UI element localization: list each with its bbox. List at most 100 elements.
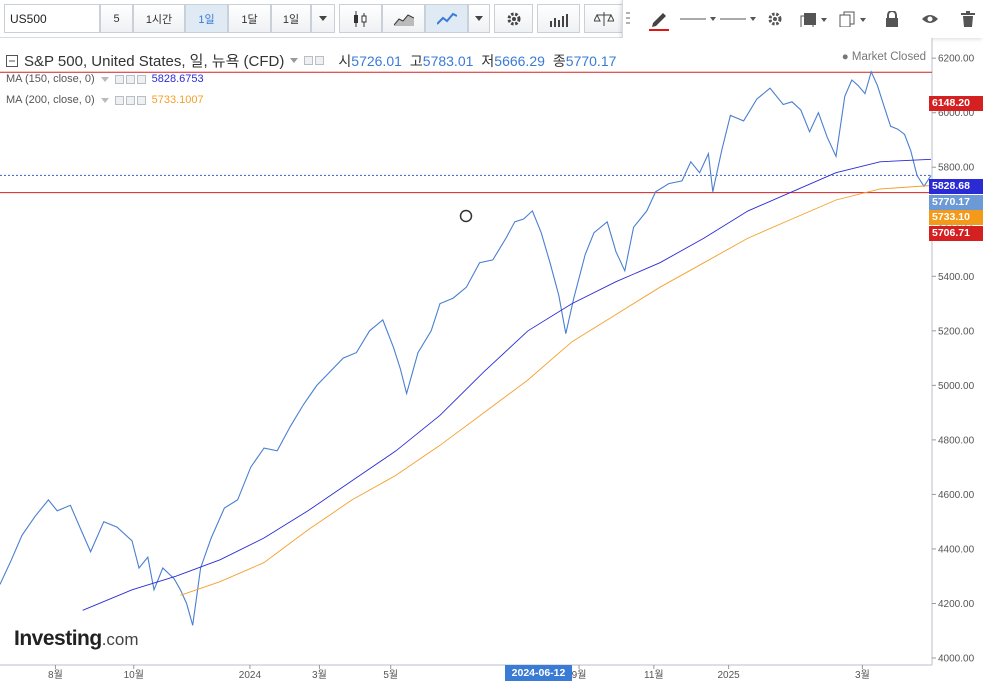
ma150-line bbox=[82, 158, 932, 611]
plot-area bbox=[0, 38, 932, 665]
interval-dropdown-button[interactable] bbox=[311, 4, 335, 33]
price-tag-value: 5770.17 bbox=[932, 196, 970, 208]
chevron-down-icon bbox=[319, 16, 327, 21]
instrument-title: S&P 500, United States, 일, 뉴욕 (CFD) bbox=[24, 53, 285, 70]
open-value: 5726.01 bbox=[351, 52, 402, 69]
x-tick-label: 2025 bbox=[718, 670, 741, 681]
interval-button-1h[interactable]: 1시간 bbox=[133, 4, 185, 33]
y-tick-label: 4600.00 bbox=[938, 490, 975, 501]
legend-controls[interactable] bbox=[304, 56, 325, 65]
drawing-settings-button[interactable] bbox=[762, 6, 788, 32]
crosshair-date: 2024-06-12 bbox=[511, 667, 566, 679]
x-tick-label: 2024 bbox=[239, 670, 262, 681]
interval-button-1w[interactable]: 1일 bbox=[271, 4, 311, 33]
delete-button[interactable] bbox=[955, 6, 981, 32]
interval-label: 1시간 bbox=[145, 13, 173, 26]
price-tag-resistance: 6148.20 bbox=[929, 96, 983, 111]
chevron-down-icon[interactable] bbox=[100, 97, 109, 103]
y-tick-label: 4400.00 bbox=[938, 544, 975, 555]
x-tick-label: 3월 bbox=[855, 669, 870, 681]
y-tick-label: 4200.00 bbox=[938, 599, 975, 610]
y-tick-label: 5200.00 bbox=[938, 326, 975, 337]
settings-button[interactable] bbox=[494, 4, 533, 33]
ma150-legend: MA (150, close, 0) 5828.6753 bbox=[6, 73, 204, 85]
interval-label: 1일 bbox=[282, 13, 300, 26]
symbol-search-input[interactable] bbox=[4, 4, 100, 33]
lock-icon bbox=[886, 11, 898, 27]
investing-logo: Investing.com bbox=[14, 627, 139, 651]
y-tick-label: 6200.00 bbox=[938, 54, 975, 65]
line-style-button[interactable] bbox=[679, 6, 717, 32]
pencil-icon bbox=[649, 13, 669, 31]
series-lines bbox=[0, 70, 932, 626]
chevron-down-icon[interactable] bbox=[100, 76, 109, 82]
price-tag-value: 5706.71 bbox=[932, 227, 970, 239]
price-chart[interactable]: 4000.00 4200.00 4400.00 4600.00 4800.00 5000.… bbox=[0, 38, 983, 681]
scale-icon bbox=[594, 11, 614, 26]
y-tick-label: 4000.00 bbox=[938, 654, 975, 665]
line-width-icon bbox=[720, 17, 756, 21]
ma200-value: 5733.1007 bbox=[151, 94, 204, 106]
logo-suffix: .com bbox=[101, 630, 139, 649]
logo-brand: Investing bbox=[14, 627, 102, 650]
market-status: ● Market Closed bbox=[841, 51, 926, 63]
gear-icon bbox=[768, 12, 782, 26]
area-chart-button[interactable] bbox=[382, 4, 425, 33]
drawing-toolbar bbox=[622, 0, 983, 38]
close-label: 종 bbox=[552, 52, 566, 69]
copy-icon bbox=[839, 11, 866, 27]
x-tick-label: 3월 bbox=[312, 669, 327, 681]
interval-button-1m[interactable]: 1달 bbox=[228, 4, 271, 33]
line-anchor-handle[interactable] bbox=[459, 209, 473, 223]
area-chart-icon bbox=[393, 13, 414, 26]
price-tag-support: 5706.71 bbox=[929, 226, 983, 241]
chevron-down-icon bbox=[475, 16, 483, 21]
ma150-controls[interactable] bbox=[114, 74, 146, 84]
close-value: 5770.17 bbox=[565, 52, 617, 69]
lock-button[interactable] bbox=[879, 6, 905, 32]
line-style-icon bbox=[680, 17, 716, 21]
copy-button[interactable] bbox=[837, 6, 869, 32]
chevron-down-icon[interactable] bbox=[290, 58, 299, 63]
market-status-text: Market Closed bbox=[851, 51, 926, 63]
toolbar: 5 1시간 1일 1달 1일 bbox=[0, 0, 983, 38]
x-tick-label: 8월 bbox=[48, 669, 63, 681]
price-tag-ma200: 5733.10 bbox=[929, 210, 983, 225]
fill-button[interactable] bbox=[798, 6, 830, 32]
visibility-button[interactable] bbox=[916, 6, 944, 32]
trash-icon bbox=[961, 11, 975, 27]
x-tick-label: 10월 bbox=[124, 669, 144, 681]
price-tag-value: 6148.20 bbox=[932, 97, 970, 109]
line-width-button[interactable] bbox=[719, 6, 757, 32]
x-axis: 8월 10월 2024 3월 5월 9월 11월 2025 3월 bbox=[0, 664, 932, 681]
chart-type-dropdown-button[interactable] bbox=[468, 4, 490, 33]
ma150-label: MA (150, close, 0) bbox=[6, 73, 95, 85]
x-tick-label: 11월 bbox=[644, 669, 664, 681]
ma200-label: MA (200, close, 0) bbox=[6, 94, 95, 106]
ma200-line bbox=[180, 185, 932, 596]
low-value: 5666.29 bbox=[494, 52, 545, 69]
pencil-button[interactable] bbox=[643, 6, 675, 32]
interval-label: 1달 bbox=[241, 13, 258, 26]
gear-icon bbox=[507, 12, 520, 25]
compare-button[interactable] bbox=[584, 4, 624, 33]
interval-button-5[interactable]: 5 bbox=[100, 4, 133, 33]
interval-button-1d[interactable]: 1일 bbox=[185, 4, 228, 33]
x-tick-label: 9월 bbox=[572, 669, 587, 681]
x-tick-label: 5월 bbox=[383, 669, 398, 681]
price-series-line bbox=[0, 70, 932, 626]
candlestick-chart-button[interactable] bbox=[339, 4, 382, 33]
drag-handle-icon[interactable] bbox=[626, 11, 630, 29]
ma200-controls[interactable] bbox=[114, 95, 146, 105]
chart-legend: S&P 500, United States, 일, 뉴욕 (CFD) 시 572… bbox=[6, 50, 616, 71]
line-chart-button[interactable] bbox=[425, 4, 468, 33]
collapse-icon[interactable] bbox=[6, 54, 18, 67]
horizontal-lines bbox=[0, 71, 932, 194]
low-label: 저 bbox=[481, 52, 495, 69]
indicators-button[interactable] bbox=[537, 4, 580, 33]
price-tag-last: 5770.17 bbox=[929, 195, 983, 210]
high-label: 고 bbox=[409, 52, 423, 69]
ma200-legend: MA (200, close, 0) 5733.1007 bbox=[6, 94, 204, 106]
high-value: 5783.01 bbox=[422, 52, 474, 69]
y-tick-label: 5400.00 bbox=[938, 272, 975, 283]
